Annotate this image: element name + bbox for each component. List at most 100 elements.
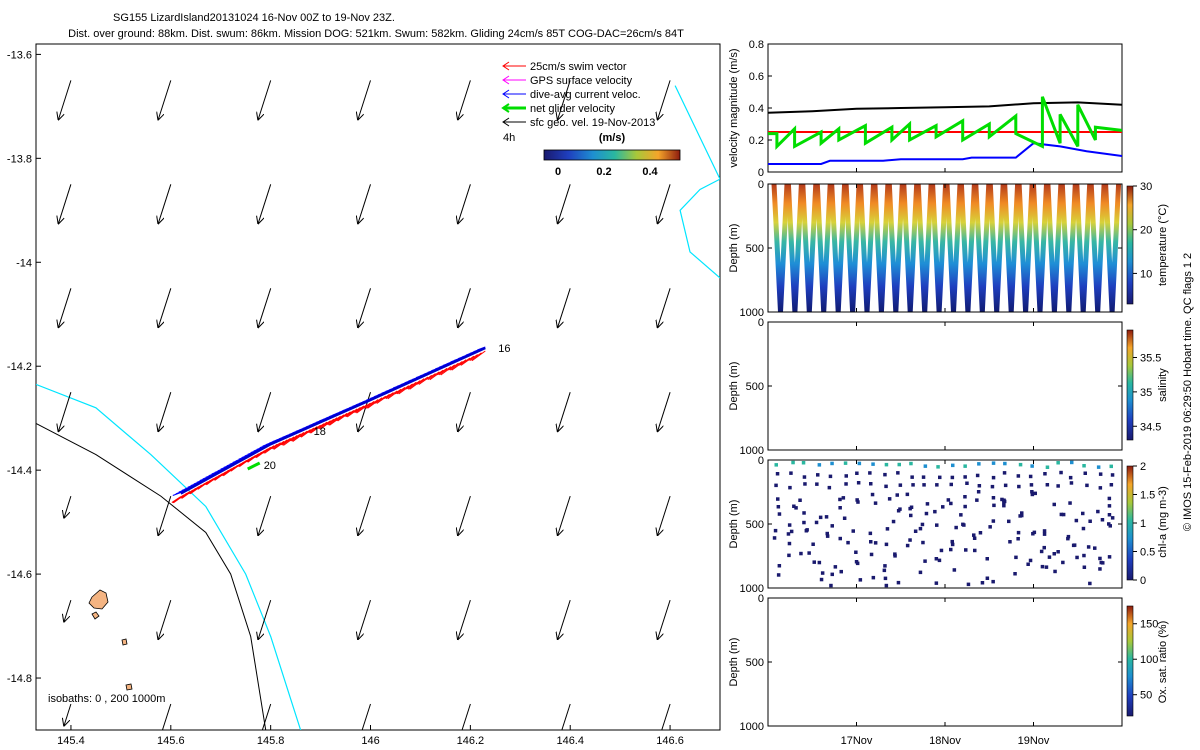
- dive-profile: [1045, 184, 1064, 312]
- chla-point: [934, 581, 939, 585]
- chla-point: [1026, 562, 1030, 566]
- chla-point: [1018, 514, 1022, 518]
- sfc-vector: [59, 392, 72, 431]
- oxygen-colorbar: [1126, 605, 1134, 717]
- chla-point: [898, 483, 903, 487]
- dive-profile: [944, 184, 963, 312]
- chla-point: [1074, 518, 1079, 523]
- swim-vector: [355, 404, 368, 414]
- velocity-ylabel: velocity magnitude (m/s): [728, 48, 740, 167]
- chla-point: [869, 540, 873, 544]
- chla-point: [951, 463, 955, 468]
- chla-point: [846, 540, 850, 545]
- oxygen-ylabel: Depth (m): [728, 638, 740, 687]
- velocity-ticks: 0 0.2 0.4 0.6 0.8: [749, 39, 1034, 179]
- date-axis: 17Nov 18Nov 19Nov: [841, 735, 1050, 747]
- chla-point: [1032, 530, 1037, 535]
- chla-point: [923, 464, 928, 468]
- sfc-vector: [358, 392, 371, 431]
- chla-point: [962, 523, 966, 527]
- chla-point: [963, 504, 967, 509]
- map-ytick-label: -14.8: [7, 673, 32, 685]
- sfc-vector: [64, 703, 72, 726]
- legend-label-swim: 25cm/s swim vector: [530, 61, 627, 73]
- colorbar-tick-label: 0.5: [1140, 547, 1155, 559]
- chla-point: [869, 552, 874, 557]
- chla-point: [963, 475, 967, 479]
- chla-point: [985, 576, 990, 580]
- chla-point: [887, 497, 892, 501]
- oxygen-frame: [767, 597, 1123, 727]
- swim-vector: [337, 411, 351, 422]
- sfc-vector: [258, 184, 272, 223]
- dive-profile: [987, 184, 1006, 312]
- legend-label-dac: dive-avg current veloc.: [530, 89, 641, 101]
- sfc-vector: [258, 288, 272, 327]
- chla-point: [858, 578, 863, 582]
- chla-point: [1042, 545, 1046, 550]
- swim-vector: [398, 383, 413, 395]
- chla-point: [883, 564, 887, 568]
- chla-point: [787, 553, 791, 558]
- sfc-vector: [358, 80, 371, 119]
- colorbar-tick-label: 0: [1140, 575, 1146, 587]
- chla-point: [908, 538, 912, 542]
- ytick-label: 0.6: [749, 71, 764, 83]
- chla-point: [830, 461, 834, 466]
- dive-profile: [886, 184, 905, 312]
- chla-point: [1047, 555, 1052, 559]
- chla-point: [897, 462, 901, 467]
- sfc-vector: [158, 288, 172, 327]
- chla-point: [839, 569, 843, 574]
- chla-point: [1014, 555, 1018, 560]
- legend-arrowhead-net: [501, 103, 510, 113]
- chla-point: [921, 540, 925, 545]
- chla-point: [855, 498, 859, 502]
- chla-point: [792, 504, 796, 508]
- chla-point: [975, 473, 980, 478]
- chla-point: [896, 471, 900, 475]
- swim-vector: [409, 378, 425, 390]
- chla-point: [838, 536, 842, 541]
- chla-point: [833, 565, 838, 569]
- chla-point: [909, 505, 914, 509]
- isobath-1000m: [36, 383, 302, 730]
- chla-point: [1107, 513, 1112, 517]
- reef-isobath: [674, 85, 720, 279]
- swim-vector: [374, 395, 387, 404]
- ytick-label: 500: [746, 381, 764, 393]
- chla-point: [1096, 465, 1101, 469]
- chla-point: [817, 463, 822, 467]
- figure-title: SG155 LizardIsland20131024 16-Nov 00Z to…: [113, 12, 395, 24]
- chla-point: [1081, 526, 1086, 531]
- dive-profile: [1059, 184, 1078, 312]
- chla-point: [776, 573, 781, 577]
- chla-point: [868, 531, 873, 536]
- sfc-vector: [258, 495, 272, 535]
- chla-point: [1088, 519, 1092, 523]
- swim-vector: [459, 357, 471, 366]
- chla-point: [818, 515, 823, 520]
- chla-colorbar: [1126, 465, 1134, 581]
- chla-point: [1082, 464, 1086, 468]
- chla-point: [909, 513, 913, 518]
- chla-point: [799, 551, 803, 556]
- chla-point: [856, 500, 860, 504]
- swim-vector: [451, 359, 467, 371]
- chla-point: [815, 482, 819, 486]
- ytick-label: 1000: [740, 445, 764, 457]
- swim-vector: [309, 424, 321, 434]
- chla-point: [1056, 461, 1060, 465]
- colorbar-tick-label: 35.5: [1140, 353, 1161, 365]
- chla-point: [1016, 474, 1021, 478]
- chla-point: [1061, 560, 1065, 565]
- sfc-vector: [458, 184, 471, 223]
- salinity-colorbar: [1126, 329, 1134, 441]
- chla-point: [838, 506, 842, 510]
- ytick-label: 0: [758, 167, 764, 179]
- dive-profile: [1088, 184, 1107, 312]
- ytick-label: 0.8: [749, 39, 764, 51]
- chla-point: [775, 472, 780, 476]
- chla-point: [1099, 560, 1103, 565]
- chla-point: [963, 464, 967, 468]
